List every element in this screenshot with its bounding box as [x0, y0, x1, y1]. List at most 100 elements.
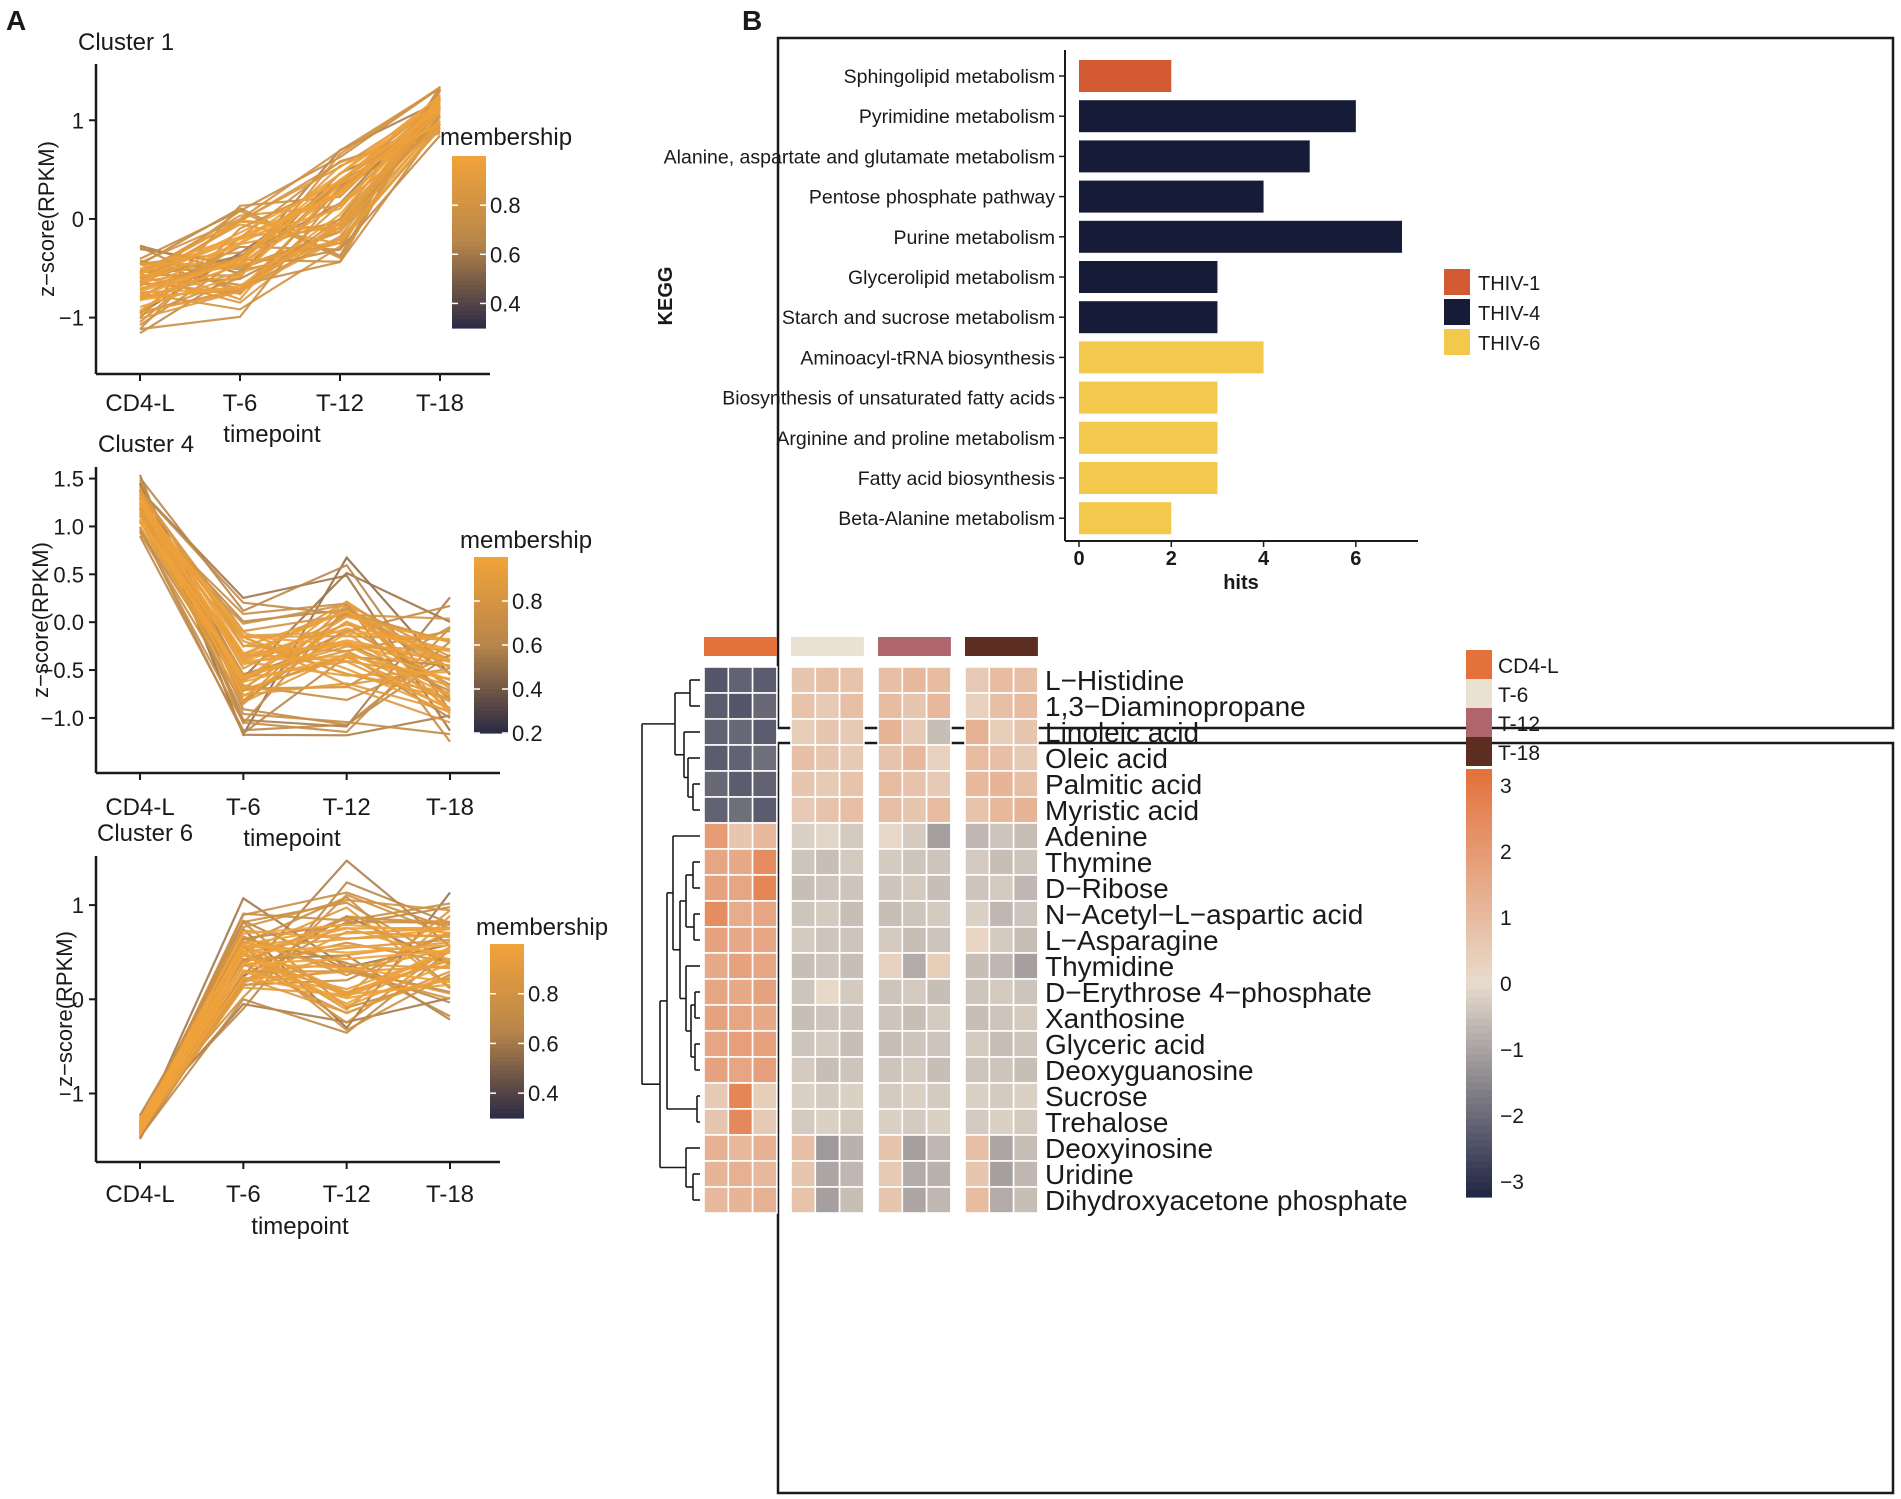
legend-tick-label: 0.2 [512, 721, 543, 746]
heatmap-cell [877, 692, 904, 720]
scale-gradient-step [1466, 811, 1492, 820]
heatmap-cell [1012, 666, 1039, 694]
heatmap-cell [1012, 874, 1039, 902]
heatmap-cell [964, 1108, 991, 1136]
heatmap-cell [838, 744, 865, 772]
legend-gradient-step [452, 211, 486, 217]
heatmap-cell [901, 1134, 928, 1162]
legend-gradient-step [452, 160, 486, 166]
bar [1079, 301, 1218, 334]
legend-gradient-step [452, 156, 486, 161]
heatmap-cell [814, 744, 841, 772]
legend-tick-label: 0.4 [512, 677, 543, 702]
category-label: Beta-Alanine metabolism [838, 508, 1055, 530]
heatmap-cell [988, 666, 1015, 694]
legend-gradient-step [474, 640, 508, 646]
legend-title: membership [440, 124, 572, 151]
metabolite-label: Uridine [1045, 1159, 1134, 1190]
y-tick-label: −0.5 [41, 658, 84, 683]
heatmap-cell [988, 718, 1015, 746]
scale-gradient-step [1466, 1032, 1492, 1041]
scale-gradient-step [1466, 876, 1492, 884]
scale-gradient-step [1466, 961, 1492, 970]
heatmap-cell [838, 1056, 865, 1084]
group-legend-swatch [1466, 737, 1492, 766]
x-tick-label: 0 [1073, 548, 1084, 570]
heatmap-cell [814, 796, 841, 824]
heatmap-cell [751, 822, 778, 850]
legend-gradient-step [490, 996, 524, 1002]
profile-line [139, 499, 451, 668]
heatmap-cell [727, 848, 754, 876]
legend-tick-label: 0.8 [512, 589, 543, 614]
scale-gradient-step [1466, 1054, 1492, 1063]
bar [1079, 180, 1264, 213]
heatmap-cell [790, 1056, 817, 1084]
heatmap-cell [727, 874, 754, 902]
heatmap-cell [1012, 1160, 1039, 1188]
heatmap-cell [703, 666, 730, 694]
heatmap-cell [727, 1160, 754, 1188]
legend-gradient-step [490, 987, 524, 993]
heatmap-cell [751, 1160, 778, 1188]
legend-gradient-step [474, 645, 508, 650]
bar [1079, 261, 1218, 293]
legend-gradient-step [474, 605, 508, 611]
legend-gradient-step [452, 315, 486, 320]
x-tick-label: CD4-L [105, 794, 174, 821]
scale-gradient-step [1466, 1104, 1492, 1112]
scale-gradient-step [1466, 1175, 1492, 1184]
profile-line [139, 100, 441, 285]
legend-gradient-step [474, 601, 508, 606]
heatmap-cell [727, 822, 754, 850]
scale-gradient-step [1466, 1025, 1492, 1034]
heatmap-cell [814, 978, 841, 1006]
heatmap-cell [988, 1030, 1015, 1058]
legend-gradient-step [490, 1070, 524, 1076]
category-label: Purine metabolism [894, 227, 1055, 249]
legend-gradient-step [452, 289, 486, 295]
heatmap-cell [964, 1056, 991, 1084]
heatmap-cell [814, 1082, 841, 1110]
profile-line [139, 124, 441, 291]
heatmap-cell [751, 1082, 778, 1110]
profile-line [139, 519, 451, 663]
legend-gradient-step [474, 557, 508, 562]
heatmap-cell [703, 1186, 730, 1214]
x-tick-label: 2 [1166, 548, 1177, 570]
heatmap-cell [925, 1160, 952, 1188]
legend-gradient-step [490, 1083, 524, 1089]
y-axis-title: KEGG [655, 267, 677, 326]
heatmap-cell [790, 666, 817, 694]
heatmap-cell [727, 926, 754, 954]
profile-line [139, 518, 451, 682]
heatmap-cell [877, 1004, 904, 1032]
scale-gradient-step [1466, 797, 1492, 806]
legend-gradient-step [490, 978, 524, 984]
metabolite-label: 1,3−Diaminopropane [1045, 691, 1306, 722]
heatmap-cell [925, 1186, 952, 1214]
y-tick-label: 1.0 [53, 514, 84, 539]
heatmap-cell [925, 666, 952, 694]
heatmap-cell [1012, 692, 1039, 720]
scale-gradient-step [1466, 1168, 1492, 1177]
legend-gradient-step [474, 636, 508, 642]
heatmap-cell [877, 1108, 904, 1136]
heatmap-cell [703, 900, 730, 928]
heatmap-cell [988, 978, 1015, 1006]
heatmap-cell [901, 666, 928, 694]
legend-gradient-step [452, 276, 486, 282]
scale-tick-label: 0 [1500, 973, 1512, 996]
metabolite-label: Linoleic acid [1045, 717, 1199, 748]
group-legend-swatch [1466, 679, 1492, 708]
legend-label: THIV-1 [1478, 273, 1540, 295]
group-legend-swatch [1466, 650, 1492, 679]
heatmap-cell [838, 692, 865, 720]
heatmap-cell [988, 1082, 1015, 1110]
metabolite-label: Thymidine [1045, 951, 1174, 982]
scale-gradient-step [1466, 897, 1492, 906]
heatmap-cell [901, 926, 928, 954]
heatmap-cell [964, 1186, 991, 1214]
heatmap-cell [751, 952, 778, 980]
scale-gradient-step [1466, 1004, 1492, 1013]
